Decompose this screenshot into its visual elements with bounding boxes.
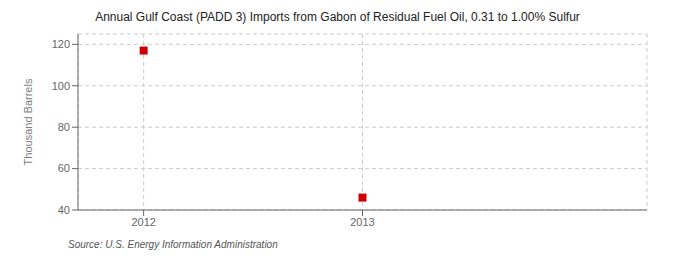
svg-text:40: 40 (58, 204, 70, 216)
svg-text:80: 80 (58, 121, 70, 133)
svg-text:Thousand Barrels: Thousand Barrels (22, 78, 34, 165)
html-text:Annual Gulf Coast (PADD 3) Imp: Annual Gulf Coast (PADD 3) Imports from … (95, 10, 580, 24)
svg-text:2013: 2013 (350, 216, 374, 228)
svg-text:2012: 2012 (131, 216, 155, 228)
svg-text:100: 100 (52, 80, 70, 92)
svg-text:60: 60 (58, 162, 70, 174)
svg-text:120: 120 (52, 38, 70, 50)
html-text:Source: U.S. Energy Informatio: Source: U.S. Energy Information Administ… (68, 239, 278, 250)
